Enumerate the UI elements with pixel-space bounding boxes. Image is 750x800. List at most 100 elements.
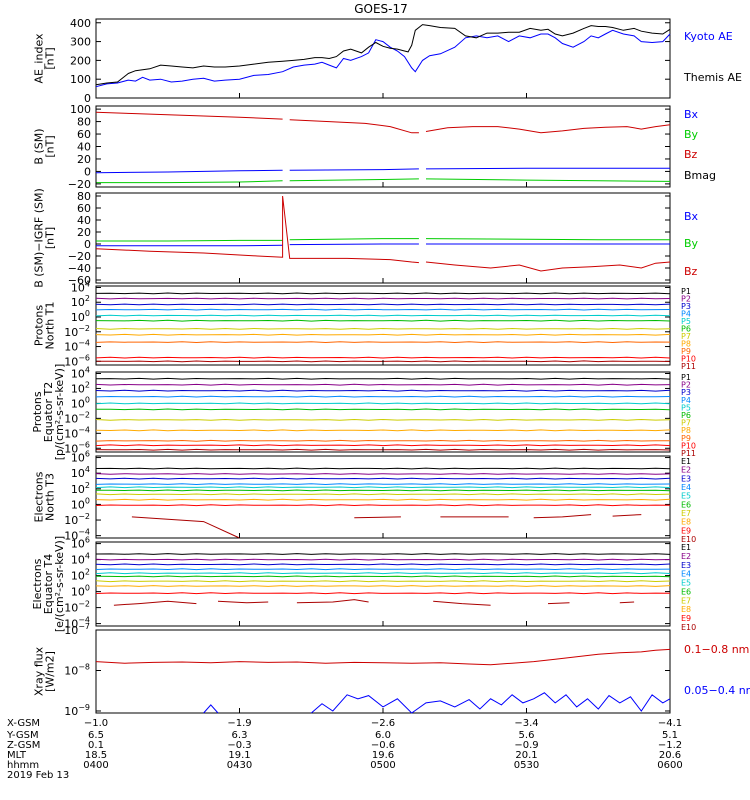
series-line-e2 <box>95 473 671 475</box>
legend-label: E7 <box>681 596 691 605</box>
y-tick-exponent: 4 <box>85 465 90 474</box>
series-line-by <box>425 178 671 182</box>
legend-label: E6 <box>681 587 691 596</box>
series-line-e10 <box>131 516 240 539</box>
series-line-e5 <box>95 572 671 575</box>
series-line-bz <box>425 124 671 134</box>
legend-label: P1 <box>681 287 691 296</box>
series-line-e4 <box>95 483 671 486</box>
y-tick-exponent: −2 <box>78 324 90 333</box>
series-line-p8 <box>95 333 671 336</box>
legend-label: P7 <box>681 419 691 428</box>
y-tick-label: −40 <box>68 262 91 275</box>
series-line-p5 <box>95 402 671 405</box>
y-tick-exponent: −2 <box>78 512 90 521</box>
y-tick-label: 0 <box>84 92 91 105</box>
x-column-value: 0600 <box>657 760 682 771</box>
series-line-0-05-0-4-nm <box>310 692 671 714</box>
y-axis-label: Xray flux <box>33 646 46 696</box>
y-tick-label: 10−2 <box>64 410 90 425</box>
y-tick-label: 400 <box>70 17 91 30</box>
y-tick-label: 20 <box>77 153 91 166</box>
x-column-value: 20.6 <box>659 750 681 761</box>
y-tick-exponent: 0 <box>85 496 90 505</box>
series-line-by <box>289 178 419 182</box>
y-tick-base: 10 <box>64 412 78 425</box>
y-tick-exponent: 2 <box>85 294 90 303</box>
legend-label: P5 <box>681 403 691 412</box>
legend-label: P2 <box>681 381 691 390</box>
y-tick-exponent: 4 <box>85 365 90 374</box>
legend-label: Bz <box>684 148 698 161</box>
series-line-bx <box>96 244 283 247</box>
y-tick-label: 60 <box>77 128 91 141</box>
series-line-bz <box>425 261 671 272</box>
series-line-kyoto-ae <box>95 29 671 88</box>
legend-label: E1 <box>681 457 691 466</box>
y-tick-label: 100 <box>70 73 91 86</box>
y-tick-base: 10 <box>71 382 85 395</box>
legend-label: 0.1−0.8 nm <box>684 643 749 656</box>
series-line-p7 <box>95 327 671 330</box>
legend-label: P3 <box>681 388 691 397</box>
legend-label: E6 <box>681 500 691 509</box>
y-tick-base: 10 <box>64 664 78 677</box>
series-line-0-05-0-4-nm <box>203 704 219 714</box>
y-axis-label: [W/m2] <box>44 651 57 692</box>
x-row-label: X-GSM <box>7 718 40 729</box>
legend-label: Bz <box>684 265 698 278</box>
series-line-e10 <box>612 514 642 517</box>
y-axis-label: [nT] <box>44 227 57 249</box>
legend-label: P5 <box>681 317 691 326</box>
legend-label: E8 <box>681 605 691 614</box>
y-tick-label: 10−6 <box>64 440 90 455</box>
y-tick-label: 80 <box>77 190 91 203</box>
x-column-value: −4.1 <box>658 718 682 729</box>
legend-label: E8 <box>681 518 691 527</box>
legend-label: P7 <box>681 332 691 341</box>
x-column-value: 6.3 <box>232 730 248 741</box>
y-tick-base: 10 <box>64 624 78 637</box>
series-line-p2 <box>95 383 671 386</box>
y-axis-label: Equator T4 <box>42 554 55 614</box>
legend-label: P4 <box>681 396 691 405</box>
y-tick-label: −20 <box>68 250 91 263</box>
x-column-value: 6.0 <box>375 730 391 741</box>
y-tick-label: 106 <box>71 536 90 551</box>
y-axis-label: [e/(cm²-s-sr-keV)] <box>53 536 66 632</box>
y-tick-label: 10−8 <box>64 662 90 677</box>
x-column-value: 0.1 <box>88 740 104 751</box>
y-tick-exponent: 4 <box>85 552 90 561</box>
legend-label: P6 <box>681 411 691 420</box>
y-tick-base: 10 <box>64 355 78 368</box>
x-column-value: −3.4 <box>514 718 538 729</box>
legend-label: P11 <box>681 449 696 458</box>
series-line-by <box>96 180 283 184</box>
legend-label: E3 <box>681 561 691 570</box>
y-tick-label: 10−2 <box>64 324 90 339</box>
legend-label: P3 <box>681 302 691 311</box>
y-axis-label: [p/(cm²-s-sr-keV)] <box>53 364 66 461</box>
series-line-e6 <box>96 489 671 492</box>
series-line-e1 <box>95 553 671 555</box>
series-line-0-1-0-8-nm <box>95 648 671 666</box>
y-tick-label: 10−9 <box>64 703 90 718</box>
series-line-p5 <box>95 314 671 317</box>
legend-label: E7 <box>681 509 691 518</box>
y-axis-label: [nT] <box>44 47 57 69</box>
series-line-p7 <box>95 418 671 421</box>
panel-frame <box>95 105 671 188</box>
series-line-p8 <box>95 429 671 432</box>
series-line-bz <box>95 111 283 120</box>
series-line-p1 <box>95 292 671 295</box>
y-tick-label: 0 <box>84 165 91 178</box>
legend-label: By <box>684 237 699 250</box>
y-tick-exponent: 2 <box>85 380 90 389</box>
y-tick-label: 100 <box>71 395 90 410</box>
series-line-e10 <box>217 600 269 604</box>
series-line-p4 <box>95 395 671 398</box>
y-tick-base: 10 <box>71 467 85 480</box>
